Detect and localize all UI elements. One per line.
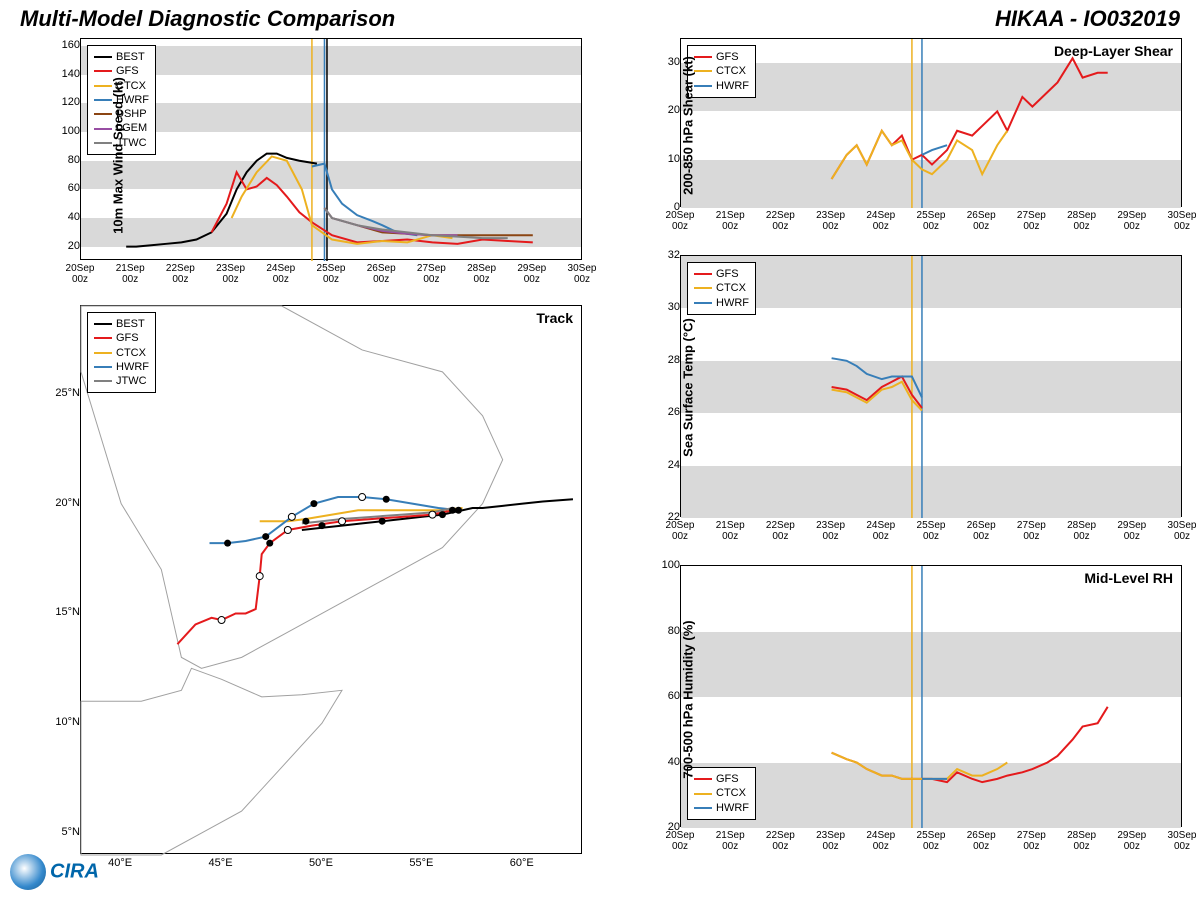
track-chart: Track BESTGFSCTCXHWRFJTWC: [80, 305, 582, 854]
legend-item: HWRF: [694, 801, 749, 815]
legend: GFSCTCXHWRF: [687, 45, 756, 98]
y-label-rh: 700-500 hPa Humidity (%): [681, 610, 696, 790]
legend-item: GFS: [694, 267, 749, 281]
main-title-left: Multi-Model Diagnostic Comparison: [20, 6, 395, 32]
logo-text: CIRA: [50, 860, 99, 882]
globe-icon: [10, 854, 46, 890]
y-label-intensity: 10m Max Wind Speed (kt): [111, 56, 126, 256]
y-label-shear: 200-850 hPa Shear (kt): [681, 36, 696, 216]
shear-chart: Deep-Layer Shear GFSCTCXHWRF: [680, 38, 1182, 207]
intensity-chart: Intensity BESTGFSCTCXHWRFDSHPLGEMJTWC: [80, 38, 582, 260]
legend-item: CTCX: [694, 64, 749, 78]
sst-chart: SST GFSCTCXHWRF: [680, 255, 1182, 517]
legend: GFSCTCXHWRF: [687, 767, 756, 820]
main-title-right: HIKAA - IO032019: [995, 6, 1180, 32]
y-label-sst: Sea Surface Temp (°C): [681, 298, 696, 478]
rh-chart: Mid-Level RH GFSCTCXHWRF: [680, 565, 1182, 827]
legend-item: CTCX: [694, 281, 749, 295]
legend: BESTGFSCTCXHWRFJTWC: [87, 312, 156, 393]
legend-item: HWRF: [694, 79, 749, 93]
legend-item: GFS: [694, 50, 749, 64]
legend: GFSCTCXHWRF: [687, 262, 756, 315]
legend-item: GFS: [694, 772, 749, 786]
legend-item: HWRF: [694, 296, 749, 310]
cira-logo: CIRA: [10, 854, 99, 890]
legend-item: CTCX: [694, 786, 749, 800]
